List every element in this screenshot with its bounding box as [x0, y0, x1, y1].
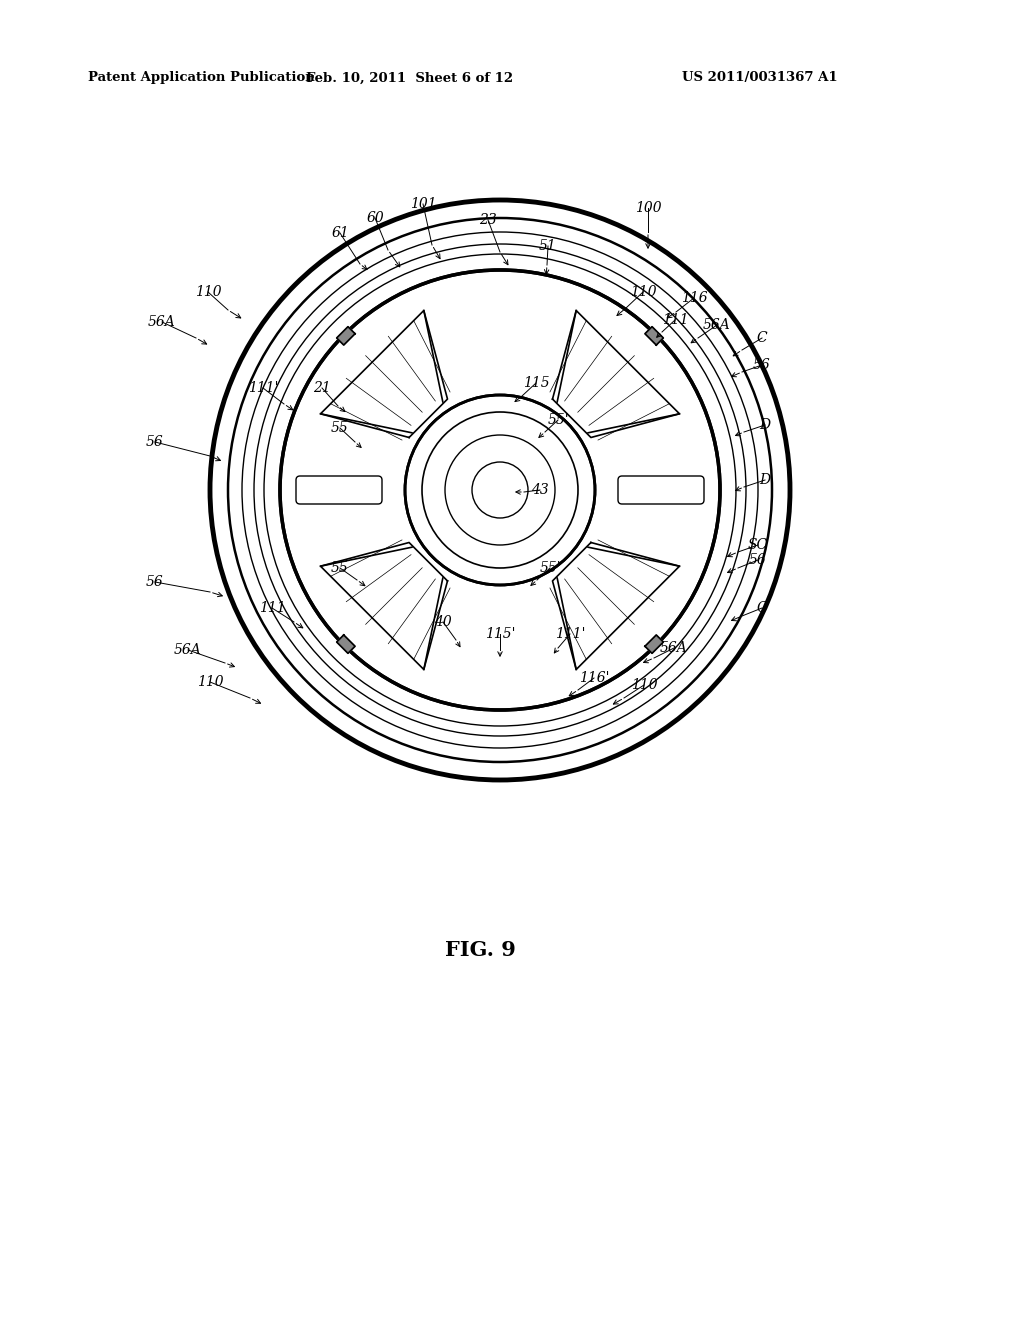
Text: 60: 60	[367, 211, 384, 224]
Text: 56A: 56A	[174, 643, 202, 657]
Text: 100: 100	[635, 201, 662, 215]
Text: 61: 61	[331, 226, 349, 240]
Text: FIG. 9: FIG. 9	[444, 940, 515, 960]
Text: 111': 111'	[248, 381, 279, 395]
Text: 56A: 56A	[660, 642, 688, 655]
Text: C: C	[757, 331, 767, 345]
FancyBboxPatch shape	[296, 477, 382, 504]
Text: 111: 111	[259, 601, 286, 615]
Polygon shape	[337, 326, 355, 345]
Text: 56: 56	[146, 436, 164, 449]
Text: 116': 116'	[579, 671, 609, 685]
Text: 51: 51	[539, 239, 557, 253]
Text: US 2011/0031367 A1: US 2011/0031367 A1	[682, 71, 838, 84]
Text: 56A: 56A	[703, 318, 731, 333]
Text: 110: 110	[631, 678, 657, 692]
Text: 55': 55'	[540, 561, 561, 576]
Text: 110: 110	[195, 285, 221, 300]
Text: 110: 110	[197, 675, 223, 689]
FancyBboxPatch shape	[618, 477, 705, 504]
Text: 110: 110	[630, 285, 656, 300]
Text: D: D	[760, 418, 771, 432]
Text: 56: 56	[750, 553, 767, 568]
Text: 111': 111'	[555, 627, 586, 642]
Text: SC: SC	[748, 539, 768, 552]
Text: Patent Application Publication: Patent Application Publication	[88, 71, 314, 84]
Polygon shape	[645, 635, 664, 653]
Polygon shape	[645, 326, 664, 345]
Text: 43: 43	[531, 483, 549, 498]
Text: 55: 55	[331, 561, 349, 576]
Polygon shape	[321, 543, 447, 669]
Text: 56: 56	[146, 576, 164, 589]
Text: C: C	[757, 601, 767, 615]
Text: 115: 115	[522, 376, 549, 389]
Text: 56: 56	[753, 358, 771, 372]
Text: 40: 40	[434, 615, 452, 630]
Polygon shape	[337, 635, 355, 653]
Text: 101: 101	[410, 197, 436, 211]
Text: Feb. 10, 2011  Sheet 6 of 12: Feb. 10, 2011 Sheet 6 of 12	[306, 71, 514, 84]
Polygon shape	[321, 310, 447, 437]
Text: 115': 115'	[484, 627, 515, 642]
Polygon shape	[553, 543, 680, 669]
Text: 21: 21	[313, 381, 331, 395]
Circle shape	[280, 271, 720, 710]
Text: 56A: 56A	[148, 315, 176, 329]
Text: 55: 55	[331, 421, 349, 436]
Text: 111: 111	[662, 313, 688, 327]
Text: D: D	[760, 473, 771, 487]
Text: 23: 23	[479, 213, 497, 227]
Polygon shape	[553, 310, 680, 437]
Text: 116: 116	[681, 290, 708, 305]
Text: 55': 55'	[547, 413, 568, 426]
Circle shape	[406, 395, 595, 585]
